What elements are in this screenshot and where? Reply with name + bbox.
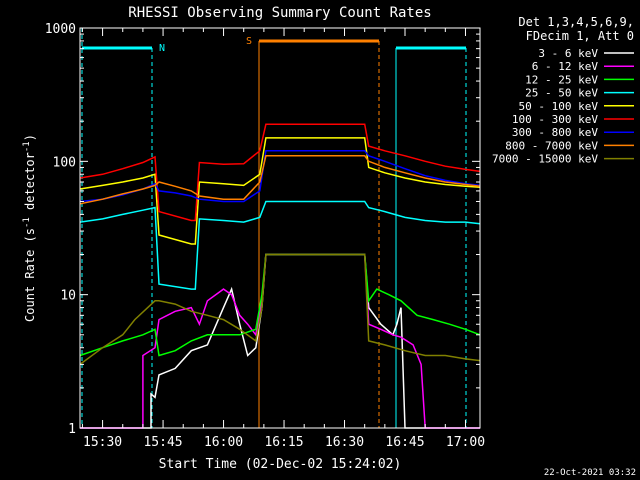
x-axis-label: Start Time (02-Dec-02 15:24:02) (159, 457, 402, 472)
footer-date: 22-Oct-2021 03:32 (544, 468, 636, 478)
legend-label-5: 100 - 300 keV (512, 113, 598, 126)
legend-label-1: 6 - 12 keV (532, 60, 599, 73)
legend: Det 1,3,4,5,6,9, FDecim 1, Att 0 3 - 6 k… (492, 15, 634, 166)
series-line-7 (79, 155, 481, 205)
annotation-s: S (246, 36, 252, 47)
series-line-0 (80, 253, 480, 429)
x-tick-label: 16:30 (325, 435, 364, 450)
data-series (79, 123, 481, 429)
chart-title: RHESSI Observing Summary Count Rates (128, 5, 431, 21)
series-line-3 (79, 200, 481, 290)
series-line-5 (79, 123, 481, 222)
series-line-2 (79, 253, 481, 357)
series-line-1 (80, 253, 480, 429)
legend-header-line2: FDecim 1, Att 0 (526, 29, 634, 43)
legend-label-7: 800 - 7000 keV (505, 139, 598, 152)
y-axis-label-sup2: -1 (22, 141, 32, 152)
x-tick-label: 16:00 (204, 435, 243, 450)
y-axis-label-part2: detector (23, 152, 37, 217)
y-axis-label-part3: ) (23, 134, 37, 141)
series-line-8 (79, 253, 481, 366)
series-line-4 (79, 137, 481, 245)
x-tick-label: 17:00 (446, 435, 485, 450)
x-tick-label: 16:15 (264, 435, 303, 450)
legend-label-6: 300 - 800 keV (512, 126, 598, 139)
plot-frame (79, 27, 481, 429)
x-tick-label: 15:45 (143, 435, 182, 450)
series-line-6 (79, 150, 481, 203)
y-tick-label: 10 (60, 289, 76, 304)
y-tick-label: 1 (68, 422, 76, 437)
legend-label-0: 3 - 6 keV (538, 47, 598, 60)
y-tick-label: 1000 (45, 22, 76, 37)
x-tick-label: 15:30 (83, 435, 122, 450)
legend-label-3: 25 - 50 keV (525, 87, 598, 100)
x-tick-label: 16:45 (385, 435, 424, 450)
axis-ticks: 15:30 15:45 16:00 16:15 16:30 16:45 17:00 1 10 10… (45, 22, 485, 450)
legend-label-2: 12 - 25 keV (525, 73, 598, 86)
legend-label-8: 7000 - 15000 keV (492, 153, 598, 166)
y-axis-label-part1: Count Rate (s (23, 228, 37, 322)
y-axis-label: Count Rate (s-1 detector-1) (22, 134, 37, 322)
observing-intervals: NS (81, 28, 467, 428)
y-tick-label: 100 (53, 155, 76, 170)
legend-label-4: 50 - 100 keV (519, 100, 599, 113)
y-axis-label-sup1: -1 (22, 217, 32, 228)
legend-header-line1: Det 1,3,4,5,6,9, (518, 15, 634, 29)
annotation-n: N (159, 43, 165, 54)
